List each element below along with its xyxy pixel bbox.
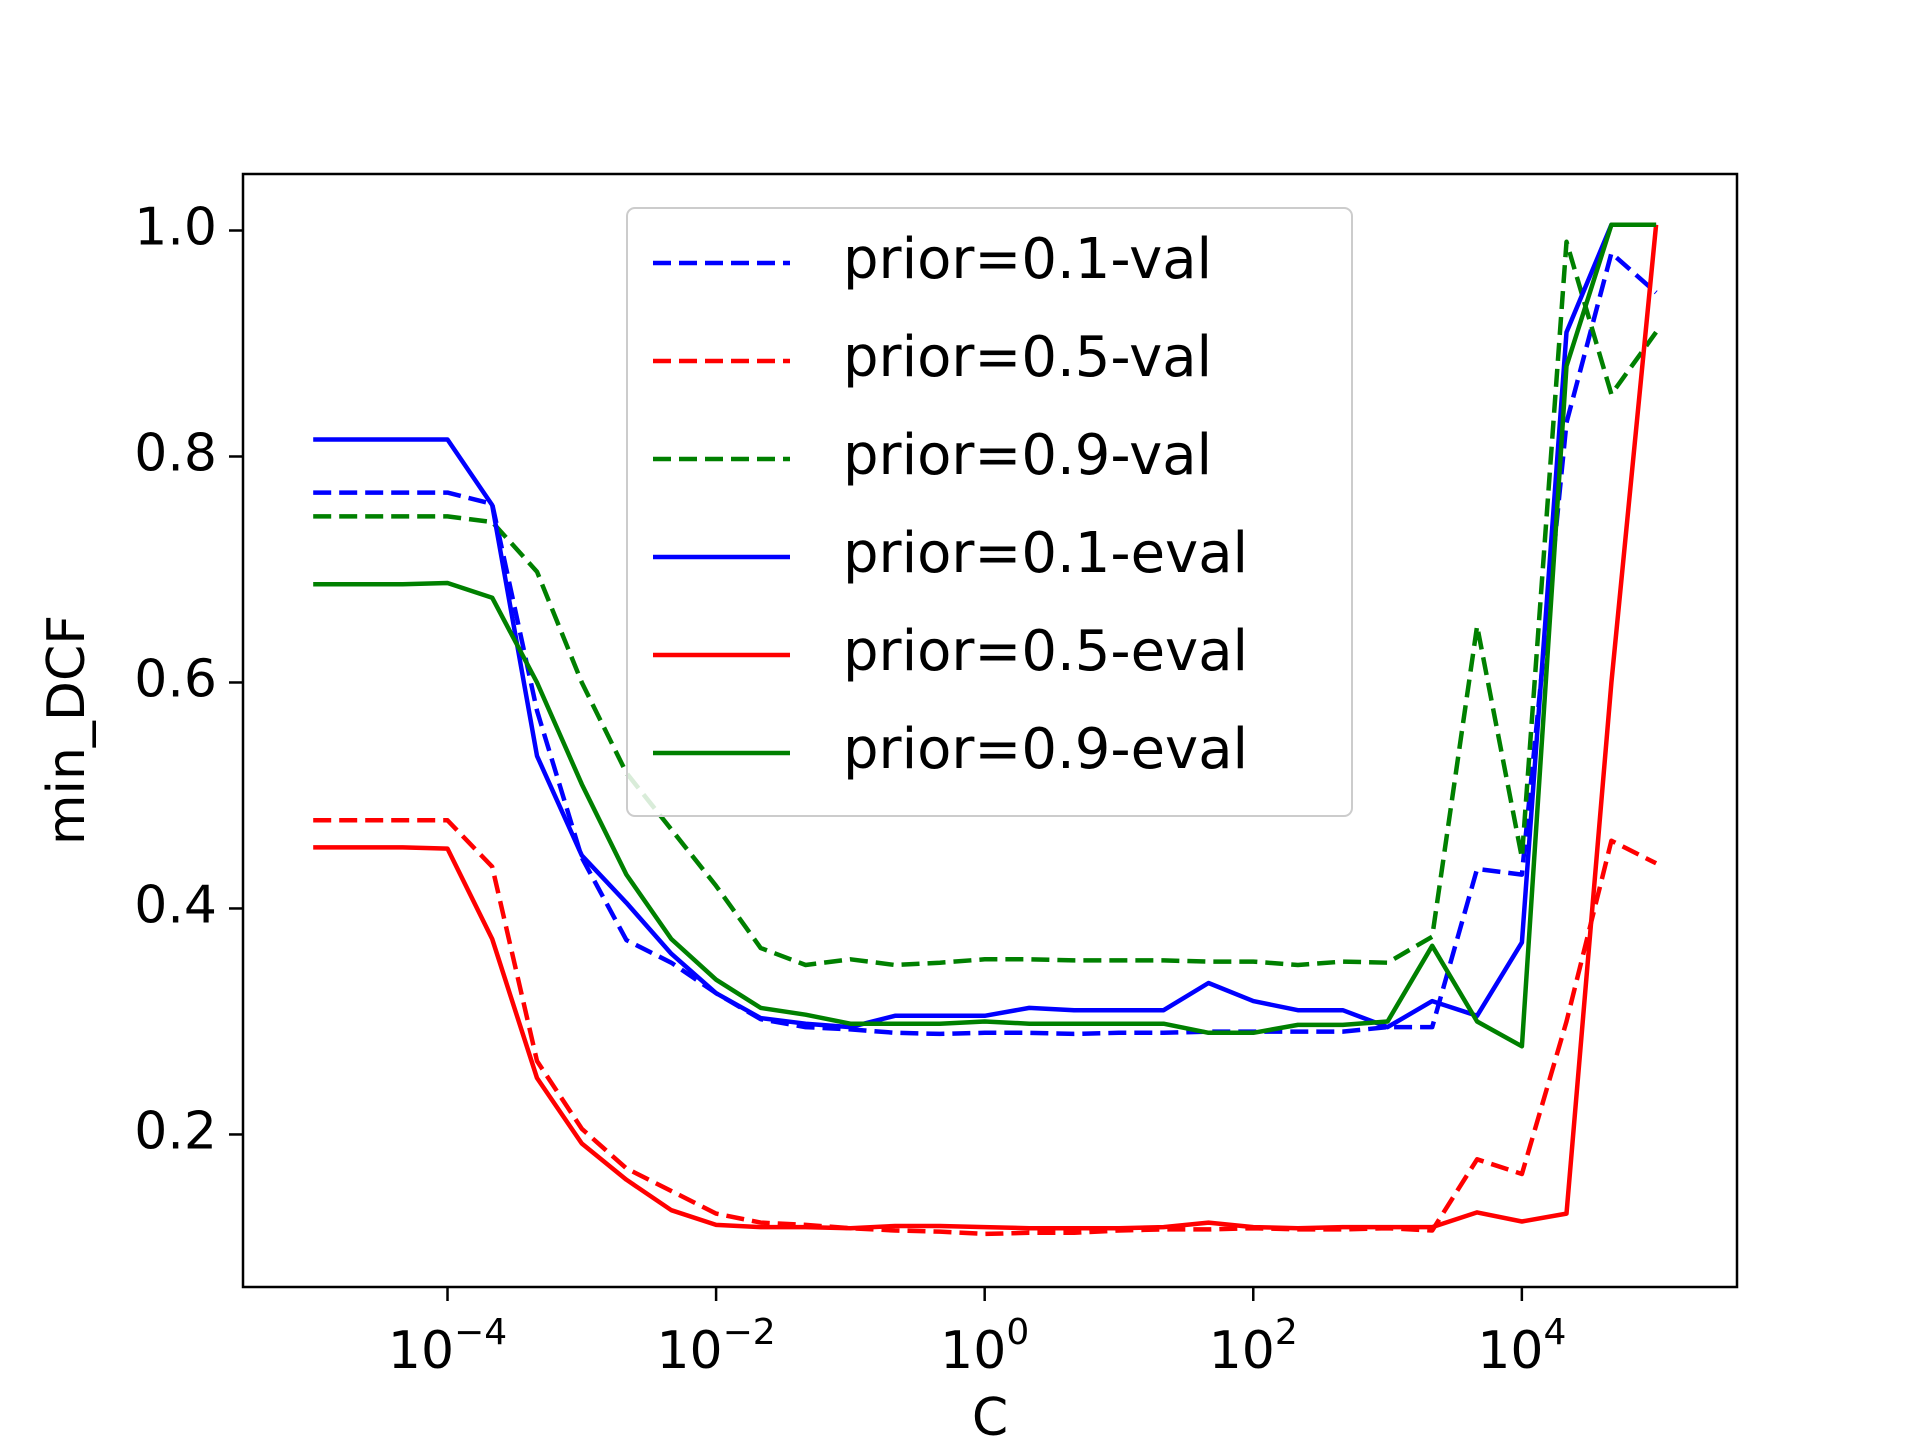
y-tick-label: 1.0 [134, 197, 217, 257]
series-line-prior=0.1-val [313, 250, 1658, 1037]
series-line-prior=0.5-val [313, 818, 1658, 1237]
legend-label: prior=0.1-val [843, 227, 1212, 292]
x-axis-ticks: 10−4 10−2 100 102 104 [388, 1287, 1566, 1381]
x-tick-label: 104 [1477, 1312, 1566, 1381]
legend-box [626, 207, 1353, 817]
x-tick-label: 10−4 [388, 1312, 507, 1381]
legend: prior=0.1-val prior=0.5-val prior=0.9-val p… [626, 207, 1353, 817]
legend-label: prior=0.1-eval [843, 521, 1248, 586]
x-tick-label: 10−2 [656, 1312, 775, 1381]
x-tick-label: 102 [1209, 1312, 1298, 1381]
y-tick-label: 0.4 [134, 875, 217, 935]
series-line-prior=0.9-val [313, 239, 1658, 968]
x-tick-label: 100 [940, 1312, 1029, 1381]
y-tick-label: 0.2 [134, 1101, 217, 1161]
plot-frame [241, 172, 1739, 1289]
legend-label: prior=0.9-eval [843, 717, 1248, 782]
x-axis-title: C [972, 1388, 1008, 1440]
series-line-prior=0.5-eval [313, 224, 1659, 1231]
legend-label: prior=0.9-val [843, 423, 1212, 488]
y-tick-label: 0.6 [134, 649, 217, 709]
series-lines [313, 222, 1659, 1237]
series-line-prior=0.9-eval [313, 222, 1657, 1049]
y-tick-label: 0.8 [134, 423, 217, 483]
series-line-prior=0.1-eval [313, 222, 1657, 1030]
y-axis-title: min_DCF [37, 615, 97, 845]
legend-label: prior=0.5-eval [843, 619, 1248, 684]
y-axis-ticks: 0.2 0.4 0.6 0.8 1.0 [134, 197, 243, 1161]
legend-label: prior=0.5-val [843, 325, 1212, 390]
